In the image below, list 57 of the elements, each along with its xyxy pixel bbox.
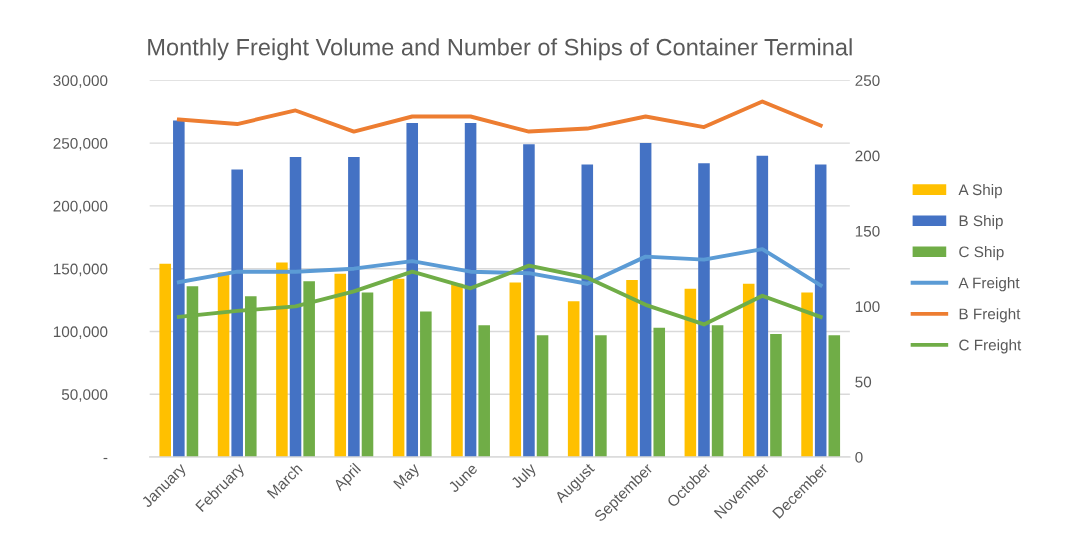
y2-tick-label: 0 (855, 451, 863, 463)
bar (451, 283, 463, 458)
bar (595, 335, 607, 458)
bar (159, 263, 172, 458)
bar (711, 325, 724, 458)
y2-tick-label: 50 (855, 376, 872, 388)
bar (392, 278, 405, 458)
line-series (176, 247, 823, 288)
y-tick-label: 200,000 (53, 200, 108, 214)
bar (756, 155, 769, 458)
bar (348, 156, 360, 458)
bar (217, 272, 230, 458)
y2-tick-label: 100 (855, 301, 880, 313)
bar (742, 283, 755, 458)
bar (536, 335, 549, 458)
bar (828, 335, 841, 458)
bar (276, 262, 288, 458)
bar (420, 311, 432, 458)
bar (684, 288, 697, 458)
x-tick-label: July (509, 461, 539, 492)
y-tick-label: 50,000 (61, 389, 108, 402)
y2-tick-label: 250 (855, 75, 880, 87)
bar (814, 164, 827, 458)
bar (567, 301, 580, 458)
bar (653, 327, 666, 458)
bar (770, 333, 782, 458)
bar (801, 292, 813, 458)
y-tick-label: 150,000 (53, 263, 108, 277)
y-tick-label: 250,000 (53, 137, 108, 151)
y2-tick-label: 200 (855, 150, 880, 162)
y-tick-label: - (103, 457, 108, 460)
bar (334, 273, 347, 458)
bar (698, 163, 710, 458)
bar (639, 143, 652, 458)
legend-label: C Freight (959, 339, 1022, 354)
bar (478, 325, 490, 458)
x-tick-label: May (393, 462, 423, 492)
bar (173, 120, 185, 458)
y-tick-label: 300,000 (53, 75, 108, 88)
chart-title: Monthly Freight Volume and Number of Ships of Container Terminal (148, 38, 852, 61)
bar (231, 169, 243, 458)
bar (523, 144, 535, 458)
legend-label: B Freight (959, 308, 1021, 323)
y2-tick-label: 150 (855, 225, 880, 237)
legend-label: B Ship (959, 215, 1003, 230)
bar (289, 156, 302, 458)
bar (509, 282, 522, 458)
legend-label: A Freight (958, 277, 1020, 292)
bar (361, 292, 374, 458)
legend-label: A Ship (958, 183, 1002, 199)
line-series (176, 99, 823, 134)
y-tick-label: 100,000 (53, 326, 108, 339)
legend-label: C Ship (959, 246, 1004, 261)
bar (581, 164, 594, 458)
bar (626, 279, 638, 458)
bar (464, 123, 477, 458)
bar (406, 123, 419, 458)
